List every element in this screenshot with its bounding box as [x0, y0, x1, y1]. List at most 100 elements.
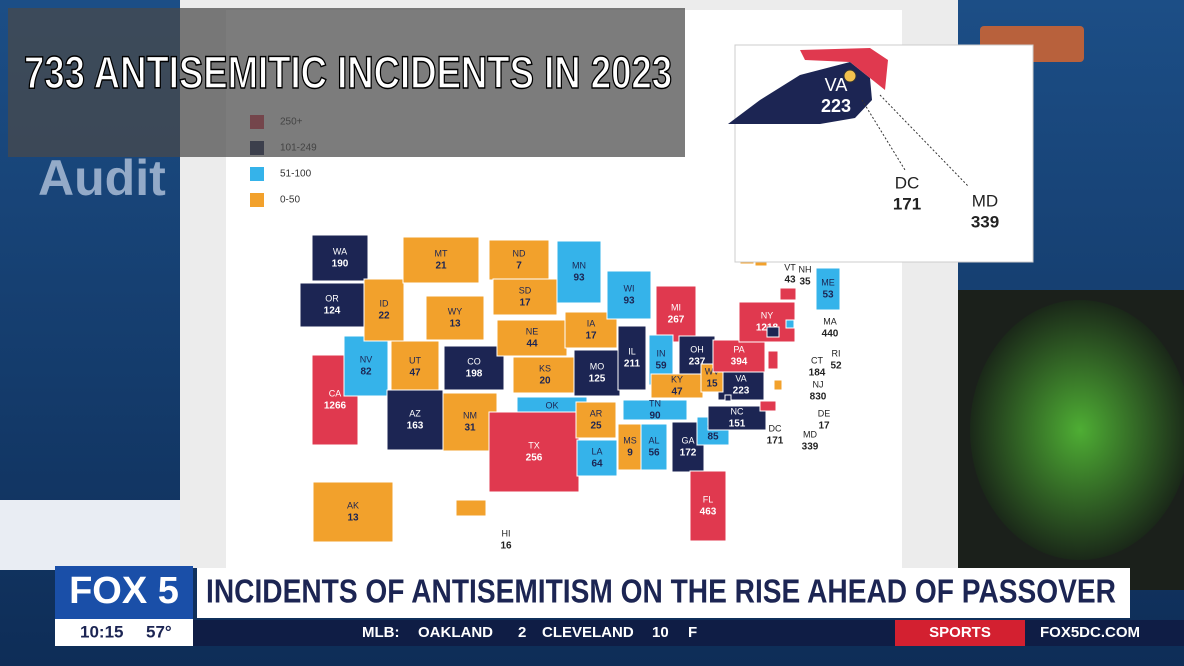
- state-shape: [766, 326, 780, 338]
- state-shape: [655, 285, 697, 343]
- state-count: 44: [526, 339, 538, 350]
- state-abbr: ID: [380, 298, 390, 308]
- state-shape: [640, 423, 668, 471]
- headline-box: [8, 8, 685, 157]
- state-count: 59: [655, 361, 667, 372]
- state-abbr: SD: [519, 285, 532, 295]
- state-shape: [386, 389, 444, 451]
- ticker-item: 2: [518, 624, 526, 641]
- state-count: 21: [435, 261, 447, 272]
- state-shape: [343, 335, 389, 397]
- state-count: 17: [585, 331, 597, 342]
- state-shape: [575, 401, 617, 439]
- state-count: 463: [700, 507, 717, 518]
- bg-text: Audit: [38, 150, 166, 206]
- state-abbr: VA: [735, 373, 746, 383]
- state-count: 90: [649, 411, 661, 422]
- state-abbr: WA: [333, 246, 347, 256]
- state-abbr: RI: [832, 348, 841, 358]
- state-shape: [312, 481, 394, 543]
- state-shape: [767, 350, 779, 370]
- inset-count: 339: [971, 212, 999, 231]
- state-shape: [573, 349, 621, 397]
- state-abbr: HI: [502, 528, 511, 538]
- state-shape: [622, 399, 688, 421]
- state-abbr: DE: [818, 408, 831, 418]
- state-shape: [712, 339, 766, 373]
- inset-abbr: DC: [895, 173, 920, 192]
- legend-label: 0-50: [280, 195, 300, 206]
- state-count: 125: [589, 374, 606, 385]
- state-count: 47: [671, 387, 683, 398]
- state-abbr: MD: [803, 429, 817, 439]
- state-abbr: NH: [799, 264, 812, 274]
- section-box: [895, 620, 1025, 646]
- state-shape: [425, 295, 485, 341]
- state-shape: [785, 319, 795, 329]
- state-abbr: FL: [703, 494, 714, 504]
- state-abbr: WI: [624, 283, 635, 293]
- state-abbr: DC: [769, 423, 782, 433]
- section: SPORTS: [929, 624, 991, 641]
- state-count: 7: [516, 261, 522, 272]
- state-count: 15: [706, 379, 718, 390]
- state-count: 13: [449, 319, 461, 330]
- legend-swatch: [250, 193, 264, 207]
- state-abbr: NM: [463, 410, 477, 420]
- state-abbr: MA: [823, 316, 837, 326]
- state-shape: [576, 439, 618, 477]
- state-count: 17: [818, 421, 830, 432]
- state-abbr: KS: [539, 363, 551, 373]
- state-count: 82: [360, 367, 372, 378]
- state-shape: [492, 278, 558, 316]
- state-count: 151: [729, 419, 746, 430]
- headline: 733 ANTISEMITIC INCIDENTS IN 2023: [24, 47, 672, 98]
- state-abbr: WV: [705, 366, 720, 376]
- logo-box: [55, 566, 193, 619]
- state-abbr: MN: [572, 260, 586, 270]
- ticker-item: 10: [652, 624, 669, 641]
- leader: [879, 94, 969, 187]
- banner: INCIDENTS OF ANTISEMITISM ON THE RISE AH…: [206, 573, 1116, 610]
- state-count: 394: [731, 357, 748, 368]
- time-box: [55, 619, 193, 646]
- state-count: 20: [539, 376, 551, 387]
- state-abbr: AL: [648, 435, 659, 445]
- state-abbr: NC: [731, 406, 744, 416]
- state-abbr: AR: [590, 408, 603, 418]
- state-shape: [299, 282, 365, 328]
- legend-swatch: [250, 167, 264, 181]
- state-abbr: MS: [623, 435, 637, 445]
- state-count: 830: [810, 392, 827, 403]
- state-abbr: TN: [649, 398, 661, 408]
- state-count: 22: [378, 311, 390, 322]
- state-shape: [488, 411, 580, 493]
- state-abbr: PA: [733, 344, 744, 354]
- state-shape: [496, 319, 568, 357]
- state-abbr: CT: [811, 355, 823, 365]
- state-count: 17: [519, 298, 531, 309]
- ticker-item: CLEVELAND: [542, 624, 634, 641]
- state-count: 16: [500, 541, 512, 552]
- state-shape: [442, 392, 498, 452]
- state-count: 47: [409, 368, 421, 379]
- state-count: 211: [624, 359, 641, 370]
- state-abbr: IN: [657, 348, 666, 358]
- state-abbr: MT: [435, 248, 448, 258]
- state-count: 1266: [324, 401, 347, 412]
- state-count: 85: [707, 432, 719, 443]
- green-glow: [970, 300, 1184, 560]
- state-count: 35: [799, 277, 811, 288]
- state-abbr: MI: [671, 302, 681, 312]
- state-count: 237: [689, 357, 706, 368]
- state-shape: [773, 379, 783, 391]
- ticker-item: F: [688, 624, 697, 641]
- state-count: 93: [623, 296, 635, 307]
- state-count: 339: [802, 442, 819, 453]
- state-shape: [311, 234, 369, 282]
- state-count: 31: [464, 423, 476, 434]
- logo: FOX 5: [69, 570, 179, 612]
- state-shape: [759, 400, 777, 412]
- inset-md: [800, 48, 888, 90]
